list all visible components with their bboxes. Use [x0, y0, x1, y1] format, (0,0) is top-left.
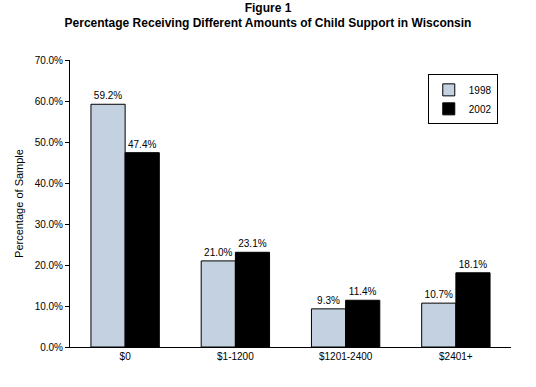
- svg-text:9.3%: 9.3%: [317, 295, 340, 306]
- svg-text:0.0%: 0.0%: [40, 342, 63, 353]
- svg-text:59.2%: 59.2%: [94, 90, 122, 101]
- svg-text:18.1%: 18.1%: [459, 259, 487, 270]
- svg-text:11.4%: 11.4%: [349, 286, 377, 297]
- svg-text:60.0%: 60.0%: [35, 96, 63, 107]
- svg-text:Figure 1Percentage Receiving D: Figure 1Percentage Receiving Different A…: [65, 1, 472, 31]
- svg-text:70.0%: 70.0%: [35, 55, 63, 66]
- svg-text:$1-1200: $1-1200: [217, 351, 254, 362]
- svg-text:47.4%: 47.4%: [128, 139, 156, 150]
- svg-text:2002: 2002: [469, 104, 492, 115]
- svg-text:40.0%: 40.0%: [35, 178, 63, 189]
- svg-text:10.0%: 10.0%: [35, 301, 63, 312]
- svg-text:$0: $0: [120, 351, 132, 362]
- svg-text:50.0%: 50.0%: [35, 137, 63, 148]
- svg-text:20.0%: 20.0%: [35, 260, 63, 271]
- svg-text:$2401+: $2401+: [439, 351, 473, 362]
- svg-text:21.0%: 21.0%: [204, 247, 232, 258]
- svg-text:1998: 1998: [469, 85, 492, 96]
- svg-text:Percentage of Sample: Percentage of Sample: [13, 149, 25, 258]
- svg-text:$1201-2400: $1201-2400: [319, 351, 373, 362]
- svg-text:30.0%: 30.0%: [35, 219, 63, 230]
- svg-text:10.7%: 10.7%: [425, 289, 453, 300]
- svg-text:23.1%: 23.1%: [238, 238, 266, 249]
